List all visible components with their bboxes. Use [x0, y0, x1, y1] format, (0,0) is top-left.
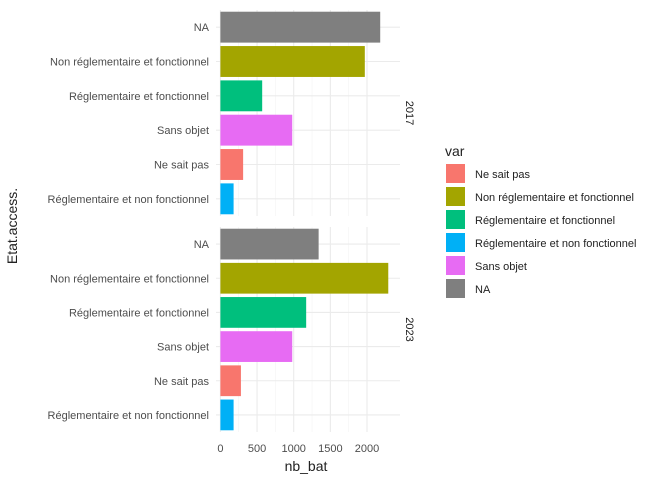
y-tick-label: Réglementaire et fonctionnel — [69, 91, 209, 103]
x-tick-label: 2000 — [355, 443, 379, 455]
y-tick-label: Non réglementaire et fonctionnel — [50, 57, 209, 69]
y-tick-label: Non réglementaire et fonctionnel — [50, 273, 209, 285]
bar-2017-reglementaire-et-fonctionnel — [220, 80, 263, 112]
bar-2017-non-reglementaire-et-fonctionnel — [220, 46, 365, 77]
legend-label: Sans objet — [475, 261, 527, 273]
legend-label: Réglementaire et fonctionnel — [475, 215, 615, 227]
bar-2017-reglementaire-et-non-fonctionnel — [220, 183, 234, 215]
legend: var Ne sait pas Non réglementaire et fonc… — [445, 143, 636, 298]
bar-2023-sans-objet — [220, 331, 293, 362]
y-tick-label: NA — [194, 22, 210, 34]
bar-2023-ne-sait-pas — [220, 365, 241, 397]
x-tick-label: 0 — [217, 443, 223, 455]
bar-2023-na — [220, 228, 319, 260]
x-tick-label: 1500 — [318, 443, 342, 455]
legend-swatch-na — [446, 279, 465, 298]
facet-strips: 2017 2023 — [403, 101, 415, 342]
bar-2017-ne-sait-pas — [220, 149, 244, 180]
y-tick-label: Sans objet — [157, 125, 209, 137]
legend-swatch-ne-sait-pas — [446, 164, 465, 183]
facet-strip-2023: 2023 — [403, 317, 415, 341]
legend-title: var — [445, 143, 465, 159]
legend-label: Non réglementaire et fonctionnel — [475, 192, 634, 204]
legend-swatch-reglementaire-et-fonctionnel — [446, 210, 465, 229]
x-tick-label: 1000 — [281, 443, 305, 455]
y-tick-label: NA — [194, 239, 210, 251]
x-tick-labels: 0 500 1000 1500 2000 — [217, 443, 379, 455]
bar-2023-non-reglementaire-et-fonctionnel — [220, 262, 389, 294]
legend-label: Ne sait pas — [475, 169, 531, 181]
bar-2017-sans-objet — [220, 114, 293, 146]
bars — [220, 11, 389, 431]
y-tick-label: Sans objet — [157, 342, 209, 354]
y-tick-label: Réglementaire et non fonctionnel — [48, 194, 209, 206]
legend-swatch-sans-objet — [446, 256, 465, 275]
x-tick-label: 500 — [248, 443, 266, 455]
legend-label: NA — [475, 284, 491, 296]
bar-2023-reglementaire-et-non-fonctionnel — [220, 399, 234, 431]
y-tick-label: Ne sait pas — [154, 376, 210, 388]
y-tick-label: Réglementaire et non fonctionnel — [48, 410, 209, 422]
y-tick-labels: NA Non réglementaire et fonctionnel Réglem… — [48, 22, 210, 422]
y-axis-title: Etat.access. — [4, 188, 20, 264]
legend-swatch-non-reglementaire-et-fonctionnel — [446, 187, 465, 206]
y-tick-label: Ne sait pas — [154, 160, 210, 172]
x-axis-title: nb_bat — [285, 458, 328, 474]
y-tick-label: Réglementaire et fonctionnel — [69, 307, 209, 319]
legend-swatch-reglementaire-et-non-fonctionnel — [446, 233, 465, 252]
bar-2023-reglementaire-et-fonctionnel — [220, 297, 307, 328]
legend-label: Réglementaire et non fonctionnel — [475, 238, 636, 250]
bar-2017-na — [220, 11, 381, 43]
facet-strip-2017: 2017 — [403, 101, 415, 125]
